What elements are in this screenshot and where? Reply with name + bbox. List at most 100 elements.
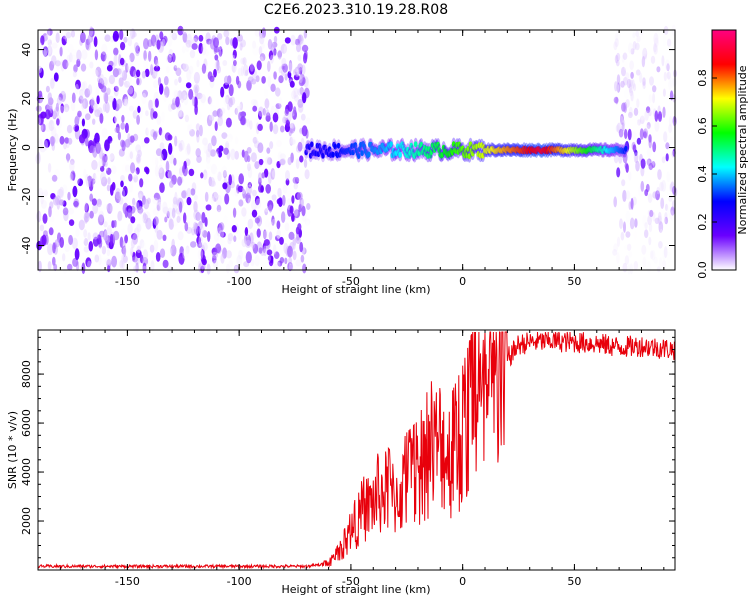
noise-blob [621, 179, 626, 187]
noise-blob [273, 71, 277, 80]
noise-blob [186, 33, 192, 46]
noise-blob [121, 114, 125, 123]
noise-blob [97, 214, 104, 226]
noise-blob [276, 229, 281, 239]
noise-blob [98, 246, 103, 254]
noise-blob [113, 47, 119, 56]
noise-blob [135, 224, 140, 237]
noise-blob [137, 105, 141, 113]
noise-blob [244, 234, 248, 245]
noise-blob [661, 180, 667, 192]
noise-blob [645, 124, 650, 131]
noise-blob [62, 207, 69, 216]
noise-blob [185, 43, 190, 53]
noise-blob [122, 255, 128, 263]
noise-blob [204, 217, 208, 227]
noise-blob [137, 190, 144, 200]
noise-blob [221, 165, 228, 177]
noise-blob [648, 223, 653, 233]
noise-blob [233, 264, 240, 274]
noise-blob [44, 138, 51, 148]
noise-blob [145, 127, 149, 136]
noise-blob [279, 236, 284, 245]
noise-blob [241, 238, 247, 248]
noise-blob [182, 63, 189, 72]
noise-blob [73, 124, 80, 132]
x-tick-label: 50 [567, 275, 581, 288]
noise-blob [271, 170, 276, 178]
noise-blob [652, 141, 657, 153]
noise-blob [109, 153, 115, 163]
noise-blob [225, 141, 230, 150]
noise-blob [247, 31, 252, 39]
noise-blob [92, 179, 99, 190]
noise-blob [624, 162, 629, 170]
noise-blob [174, 191, 178, 204]
noise-blob [630, 71, 634, 79]
noise-blob [39, 224, 45, 232]
noise-blob [89, 210, 94, 219]
noise-blob [661, 215, 666, 224]
noise-blob [171, 94, 176, 103]
noise-blob [265, 115, 271, 122]
noise-blob [276, 261, 281, 272]
noise-blob [633, 260, 638, 271]
noise-blob [292, 250, 297, 261]
noise-blob [230, 148, 236, 161]
noise-blob [255, 75, 260, 83]
noise-blob [162, 206, 169, 215]
y-tick-label: 40 [20, 43, 33, 57]
noise-blob [62, 59, 69, 70]
noise-blob [148, 50, 152, 62]
signal-cell [353, 142, 358, 149]
noise-blob [276, 220, 281, 230]
noise-blob [109, 140, 114, 150]
noise-blob [254, 254, 260, 267]
noise-blob [121, 163, 128, 174]
noise-blob [223, 29, 230, 38]
noise-blob [99, 113, 104, 124]
noise-blob [669, 77, 674, 88]
noise-blob [273, 63, 279, 73]
noise-blob [625, 210, 631, 223]
noise-blob [178, 142, 183, 152]
noise-blob [165, 45, 169, 53]
noise-blob [153, 239, 159, 252]
signal-cell [379, 148, 383, 155]
noise-blob [195, 123, 200, 131]
noise-blob [68, 219, 75, 227]
noise-blob [40, 195, 44, 205]
noise-blob [156, 39, 161, 50]
noise-blob [135, 69, 141, 78]
noise-blob [47, 45, 53, 57]
noise-blob [56, 118, 60, 126]
noise-blob [642, 77, 646, 86]
noise-blob [167, 170, 173, 179]
noise-blob [143, 38, 149, 50]
noise-blob [671, 135, 675, 146]
noise-blob [185, 39, 192, 48]
noise-blob [279, 159, 286, 166]
noise-blob [141, 140, 146, 148]
noise-blob [157, 77, 162, 86]
noise-blob [644, 222, 648, 230]
noise-blob [122, 202, 129, 215]
noise-blob [289, 138, 296, 145]
signal-cell [436, 141, 440, 148]
noise-blob [262, 139, 268, 148]
noise-blob [124, 98, 129, 109]
noise-blob [113, 54, 118, 67]
noise-blob [624, 88, 629, 99]
noise-blob [275, 103, 282, 109]
noise-blob [196, 212, 201, 222]
noise-blob [194, 104, 198, 116]
noise-blob [89, 61, 94, 69]
noise-blob [258, 158, 264, 166]
noise-blob [63, 264, 68, 275]
noise-blob [284, 257, 288, 264]
noise-blob [47, 40, 51, 49]
noise-blob [90, 97, 95, 109]
noise-blob [125, 155, 130, 162]
noise-blob [88, 104, 94, 114]
noise-blob [252, 40, 257, 49]
